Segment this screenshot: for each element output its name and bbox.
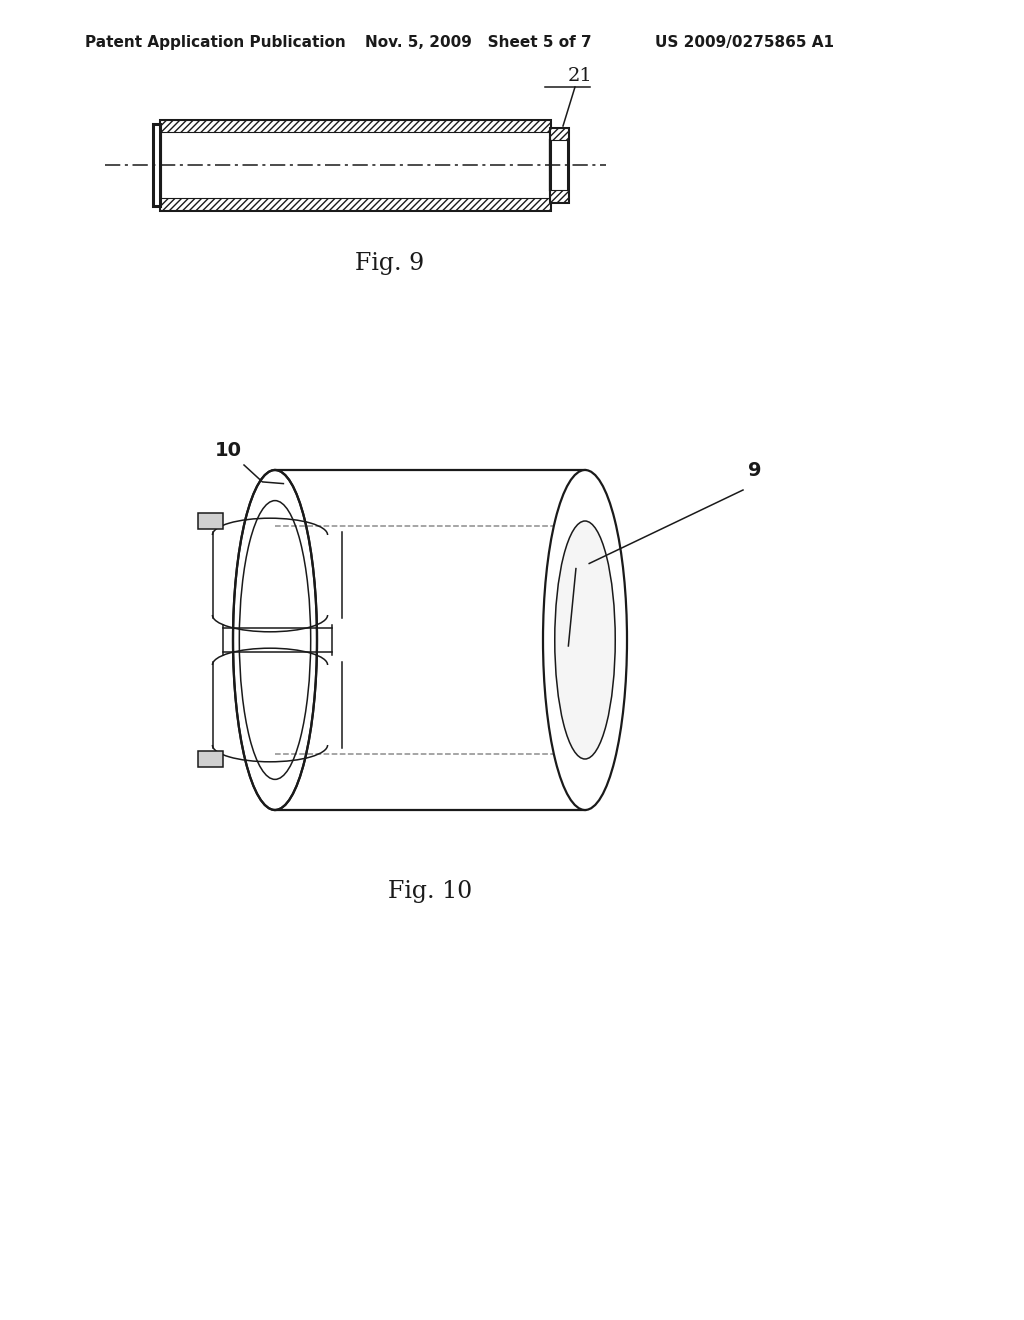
- Text: US 2009/0275865 A1: US 2009/0275865 A1: [655, 36, 834, 50]
- Bar: [198, 751, 223, 767]
- Bar: [160, 120, 550, 210]
- Bar: [153, 124, 160, 206]
- Text: 10: 10: [215, 441, 242, 459]
- Bar: [550, 128, 568, 202]
- Text: 21: 21: [567, 67, 592, 84]
- Text: Nov. 5, 2009   Sheet 5 of 7: Nov. 5, 2009 Sheet 5 of 7: [365, 36, 592, 50]
- Bar: [198, 513, 223, 529]
- Ellipse shape: [233, 470, 317, 810]
- Ellipse shape: [555, 521, 615, 759]
- Bar: [550, 190, 568, 202]
- Ellipse shape: [240, 500, 310, 779]
- Text: 9: 9: [748, 461, 762, 480]
- Bar: [160, 198, 550, 210]
- Bar: [275, 470, 585, 810]
- Text: Fig. 9: Fig. 9: [355, 252, 425, 275]
- Bar: [160, 120, 550, 132]
- Ellipse shape: [543, 470, 627, 810]
- Text: Fig. 10: Fig. 10: [388, 880, 472, 903]
- Bar: [550, 128, 568, 140]
- Text: Patent Application Publication: Patent Application Publication: [85, 36, 346, 50]
